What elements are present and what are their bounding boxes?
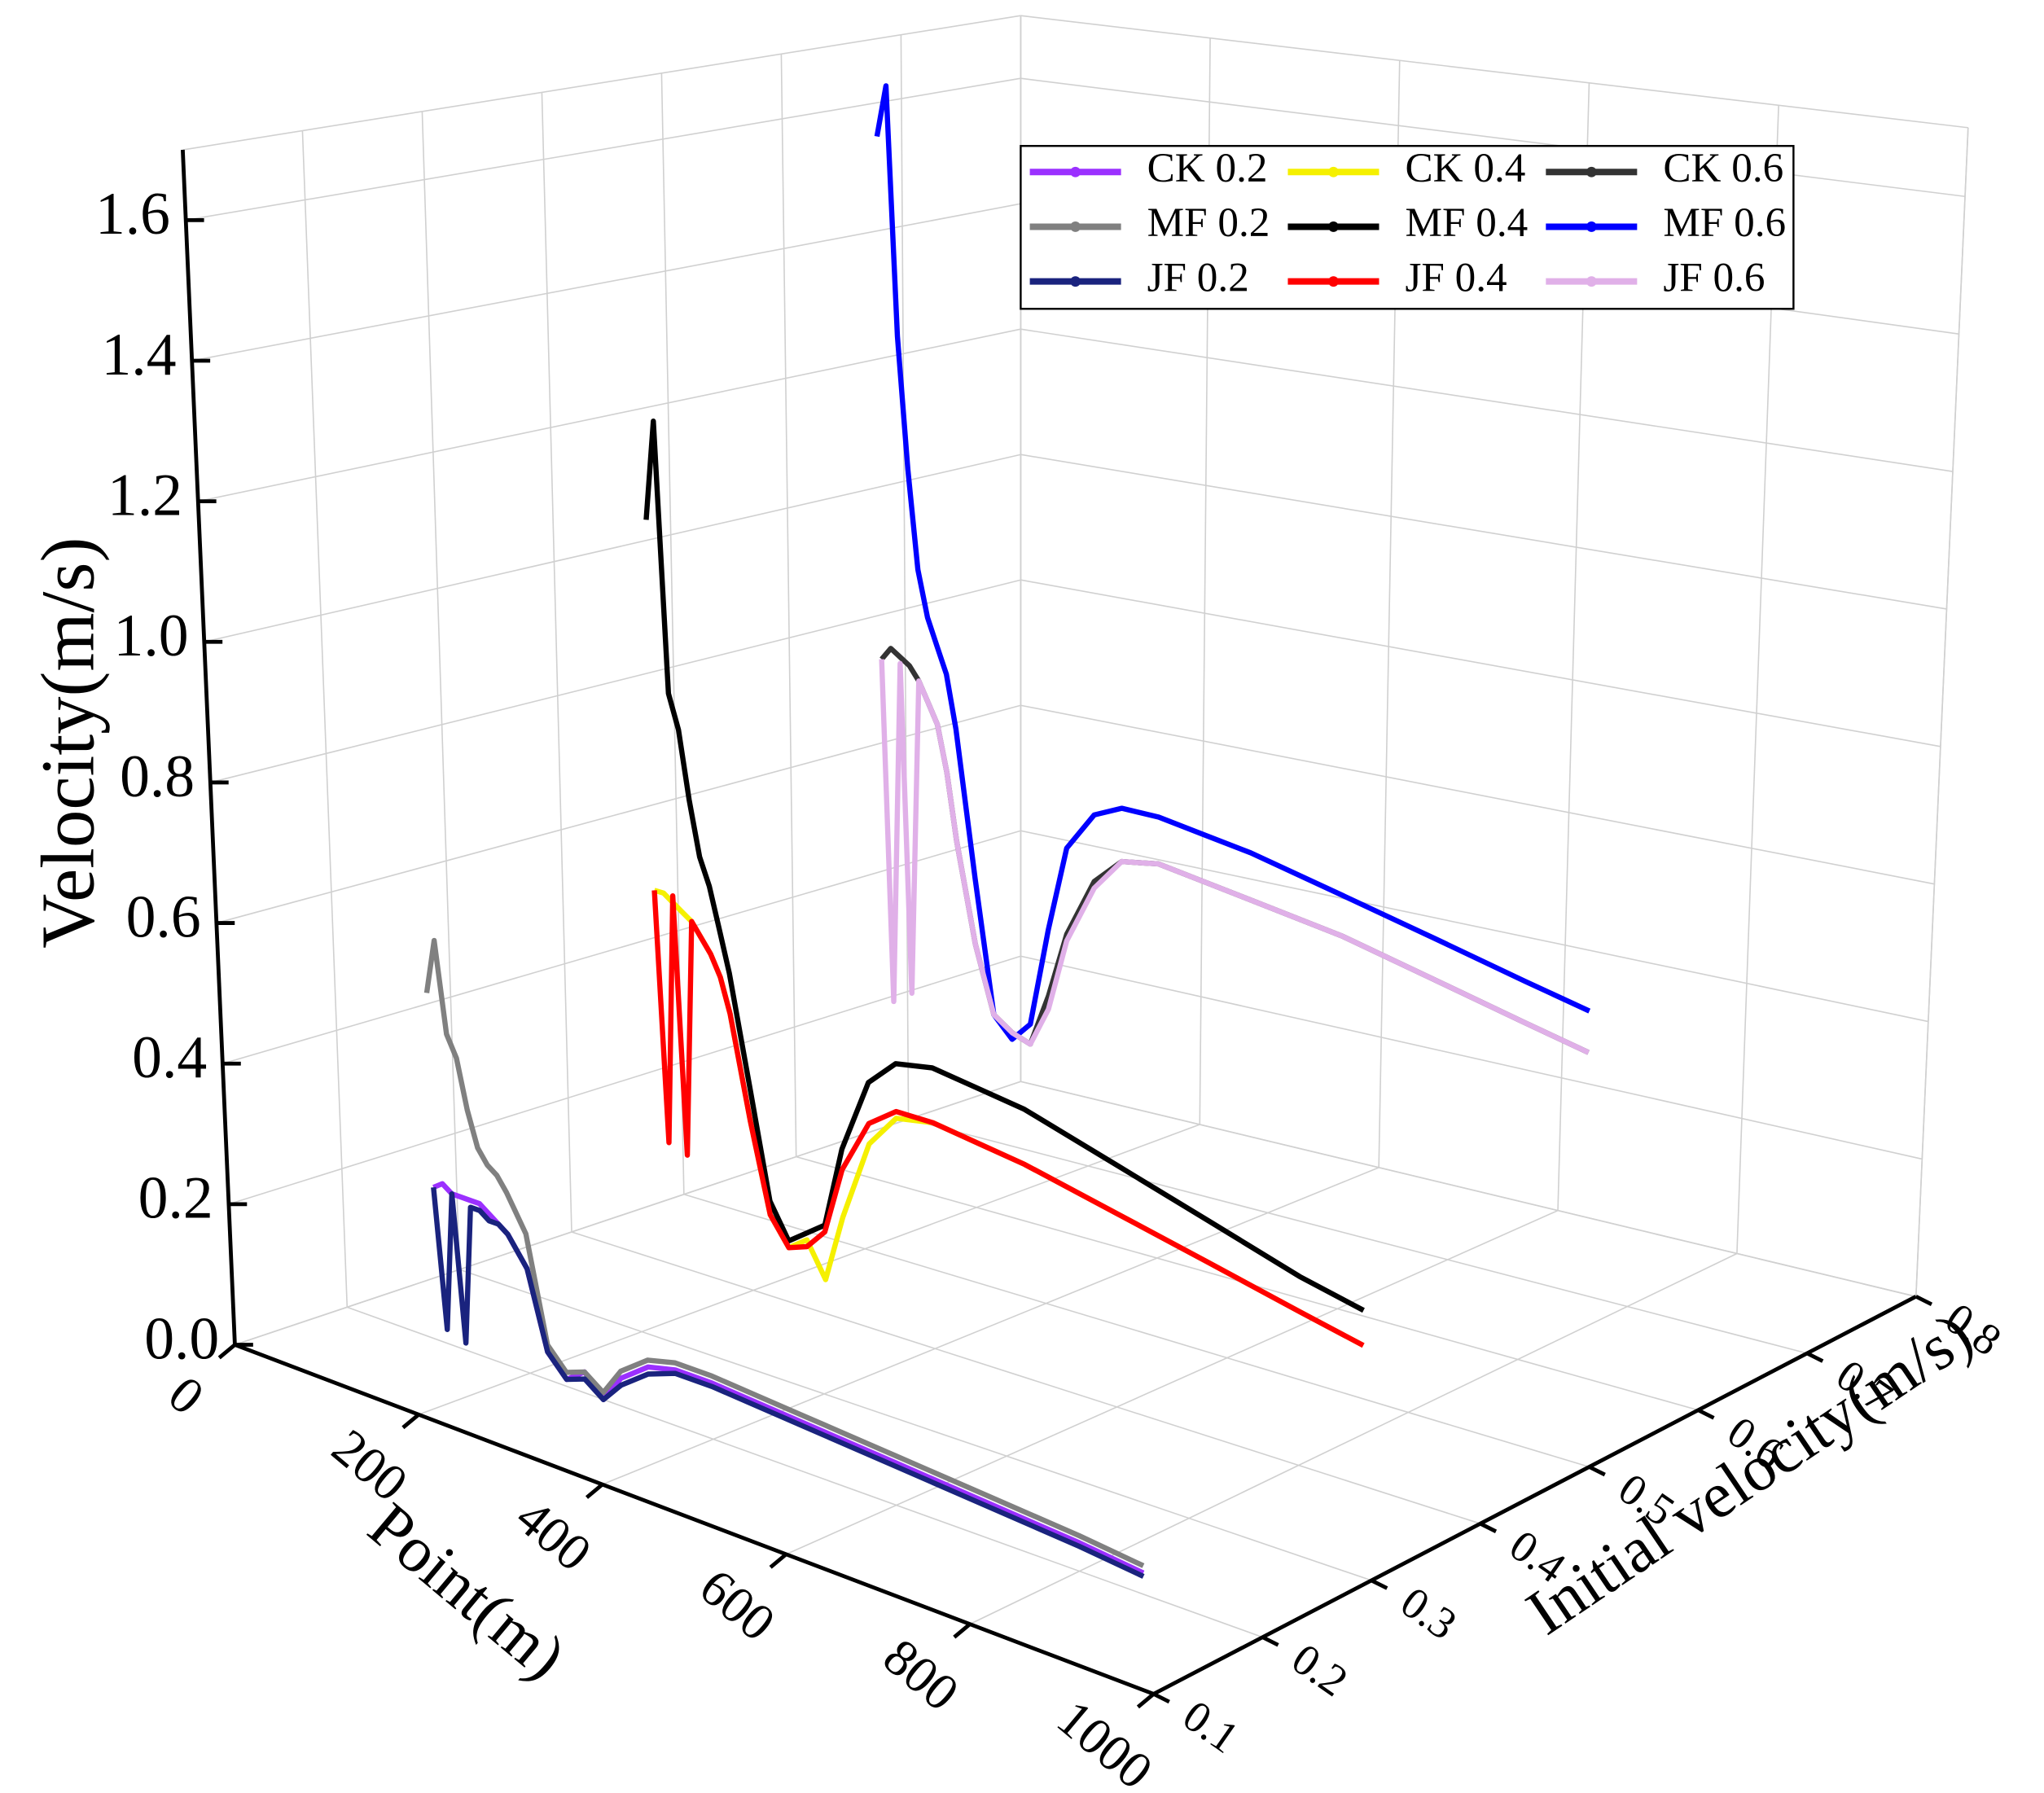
series-line <box>643 419 1365 1313</box>
y-tick <box>1805 1351 1824 1363</box>
grid-line <box>900 34 910 1120</box>
series-line <box>432 1181 1145 1576</box>
x-tick <box>1136 1692 1156 1709</box>
legend-label: MF 0.2 <box>1147 199 1270 246</box>
box-edge <box>182 15 1021 151</box>
legend-box <box>1020 145 1795 310</box>
legend-marker <box>1070 166 1081 178</box>
legend-marker <box>1328 166 1339 178</box>
grid-line <box>301 130 349 1308</box>
z-axis <box>181 149 237 1345</box>
y-tick <box>1697 1408 1715 1420</box>
y-tick <box>1479 1522 1498 1533</box>
legend-label: CK 0.2 <box>1147 145 1268 191</box>
legend-label: JF 0.6 <box>1663 254 1765 300</box>
legend-label: CK 0.4 <box>1405 145 1525 191</box>
grid-line <box>418 1124 1200 1416</box>
z-tick-label: 0.2 <box>138 1164 213 1231</box>
grid-line <box>347 1306 1263 1638</box>
grid-line <box>458 1269 1372 1581</box>
x-axis <box>234 1343 1155 1696</box>
series-line <box>874 83 1591 1042</box>
x-tick <box>953 1622 972 1639</box>
legend-marker <box>1586 276 1597 287</box>
legend-label: MF 0.6 <box>1663 199 1786 246</box>
z-tick-label: 1.2 <box>107 462 182 528</box>
grid-line <box>198 328 1021 502</box>
z-tick-label: 0.4 <box>132 1024 207 1090</box>
z-tick-label: 1.4 <box>101 321 176 388</box>
legend-marker <box>1586 221 1597 232</box>
z-tick-label: 0.8 <box>120 743 195 809</box>
lines <box>423 83 1591 1579</box>
series-line <box>651 890 1365 1348</box>
legend-marker <box>1586 166 1597 178</box>
legend-label: MF 0.4 <box>1405 199 1528 246</box>
z-tick-label: 0.0 <box>144 1304 219 1371</box>
legend-label: CK 0.6 <box>1663 145 1783 191</box>
y-tick <box>1588 1465 1606 1477</box>
grid-line <box>228 955 1021 1205</box>
series-line <box>431 1186 1145 1579</box>
legend-marker <box>1328 276 1339 287</box>
grid-line <box>969 1252 1738 1625</box>
legend-label: JF 0.2 <box>1147 254 1249 300</box>
grid-line <box>204 454 1021 643</box>
grid-line <box>541 92 572 1232</box>
legend-marker <box>1070 276 1081 287</box>
box-edge <box>1915 127 1969 1297</box>
grid-line <box>1020 830 1929 1023</box>
legend-marker <box>1070 221 1081 232</box>
grid-line <box>1020 1081 1916 1298</box>
grid-line <box>1020 579 1941 747</box>
box-edge <box>1020 15 1968 129</box>
grid-line <box>1020 454 1947 610</box>
legend: CK 0.2 CK 0.4 CK 0.6 MF 0.2 MF 0.4 MF 0.6 JF 0… <box>1020 145 1795 310</box>
legend-label: JF 0.4 <box>1405 254 1507 300</box>
y-tick <box>1152 1692 1170 1704</box>
y-axis <box>1152 1295 1917 1696</box>
series-line <box>423 937 1145 1568</box>
grid-line <box>786 1209 1559 1555</box>
grid-line <box>780 54 797 1157</box>
x-tick <box>401 1413 420 1430</box>
x-tick <box>217 1343 236 1360</box>
z-axis-title: Velocity(m/s) <box>26 537 110 949</box>
grid-line <box>421 111 460 1270</box>
grid-line <box>210 579 1021 783</box>
x-tick <box>769 1552 787 1569</box>
y-tick <box>1915 1295 1933 1307</box>
grid-line <box>571 1231 1481 1524</box>
x-tick <box>585 1483 604 1499</box>
y-tick <box>1371 1578 1388 1590</box>
grid-line <box>602 1167 1379 1485</box>
grid-line <box>191 203 1021 362</box>
legend-marker <box>1328 221 1339 232</box>
grid-line <box>908 1118 1808 1354</box>
grid-line <box>1020 704 1935 885</box>
z-tick-label: 1.0 <box>114 602 189 669</box>
grid-line <box>1020 77 1966 198</box>
z-tick-label: 0.6 <box>126 883 201 949</box>
grid-line <box>1020 328 1954 472</box>
z-tick-label: 1.6 <box>95 180 170 247</box>
grid-line <box>1020 955 1923 1160</box>
series-line <box>879 659 1590 1055</box>
y-tick <box>1261 1635 1279 1647</box>
